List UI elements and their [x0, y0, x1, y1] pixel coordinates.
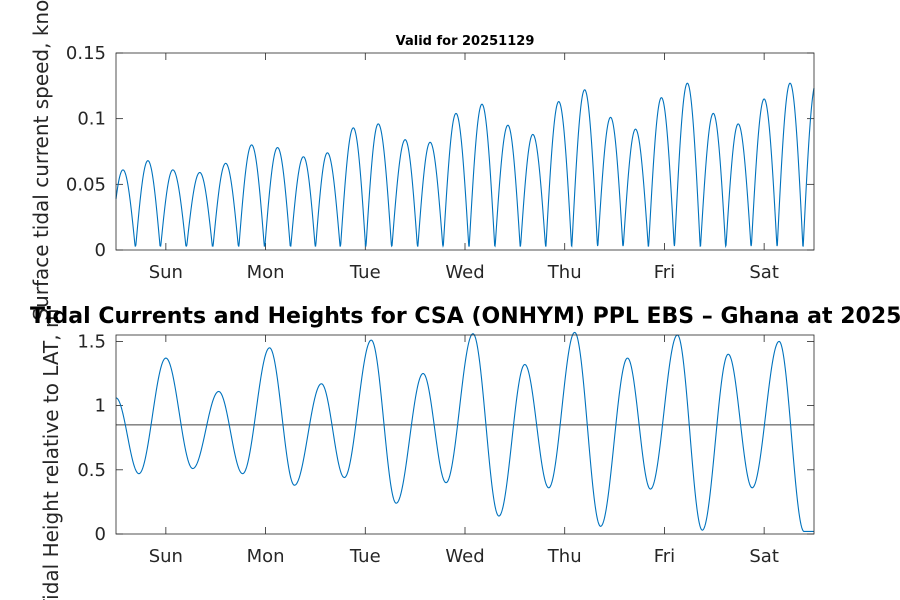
current-speed-title: Valid for 20251129 — [396, 34, 535, 49]
y-tick-label: 0.5 — [77, 460, 106, 481]
tidal-height-y-tick-labels: 0 0.5 1 1.5 — [77, 331, 106, 545]
x-tick-label-fri: Fri — [654, 546, 675, 567]
current-speed-y-tick-labels: 0 0.05 0.1 0.15 — [66, 43, 106, 261]
current-speed-chart: 0 0.05 0.1 0.15 Sun Mon Tue Wed Thu Fri Sat Valid… — [29, 0, 815, 321]
current-speed-plot-area — [116, 53, 814, 250]
tidal-height-ylabel: Tidal Height relative to LAT, m — [39, 309, 63, 600]
x-tick-label-mon: Mon — [247, 262, 285, 283]
y-tick-label: 1 — [95, 396, 106, 417]
y-tick-label: 0.15 — [66, 43, 106, 64]
x-tick-label-wed: Wed — [445, 546, 484, 567]
x-tick-label-thu: Thu — [547, 262, 582, 283]
x-tick-label-thu: Thu — [547, 546, 582, 567]
tidal-height-plot-area — [116, 335, 814, 534]
x-tick-label-wed: Wed — [445, 262, 484, 283]
x-tick-label-fri: Fri — [654, 262, 675, 283]
y-tick-label: 0.05 — [66, 174, 106, 195]
tidal-height-plot-frame — [115, 334, 815, 535]
main-title: Tidal Currents and Heights for CSA (ONHY… — [30, 304, 900, 329]
y-tick-label: 0 — [95, 524, 106, 545]
x-tick-label-tue: Tue — [349, 262, 381, 283]
tidal-height-x-tick-labels: Sun Mon Tue Wed Thu Fri Sat — [149, 546, 779, 567]
x-tick-label-sat: Sat — [749, 546, 779, 567]
current-speed-x-tick-labels: Sun Mon Tue Wed Thu Fri Sat — [149, 262, 779, 283]
y-tick-label: 0 — [95, 240, 106, 261]
current-speed-series-line — [115, 82, 815, 249]
x-tick-label-mon: Mon — [247, 546, 285, 567]
tidal-height-chart: 0 0.5 1 1.5 Sun Mon Tue Wed Thu Fri Sat Tidal Hei… — [39, 309, 815, 600]
x-tick-label-sun: Sun — [149, 262, 183, 283]
tidal-height-series-line — [115, 331, 814, 532]
x-tick-label-tue: Tue — [349, 546, 381, 567]
y-tick-label: 1.5 — [77, 331, 106, 352]
current-speed-plot-frame — [115, 52, 815, 251]
current-speed-ylabel: Surface tidal current speed, knots — [29, 0, 53, 321]
x-tick-label-sat: Sat — [749, 262, 779, 283]
y-tick-label: 0.1 — [77, 109, 106, 130]
x-tick-label-sun: Sun — [149, 546, 183, 567]
